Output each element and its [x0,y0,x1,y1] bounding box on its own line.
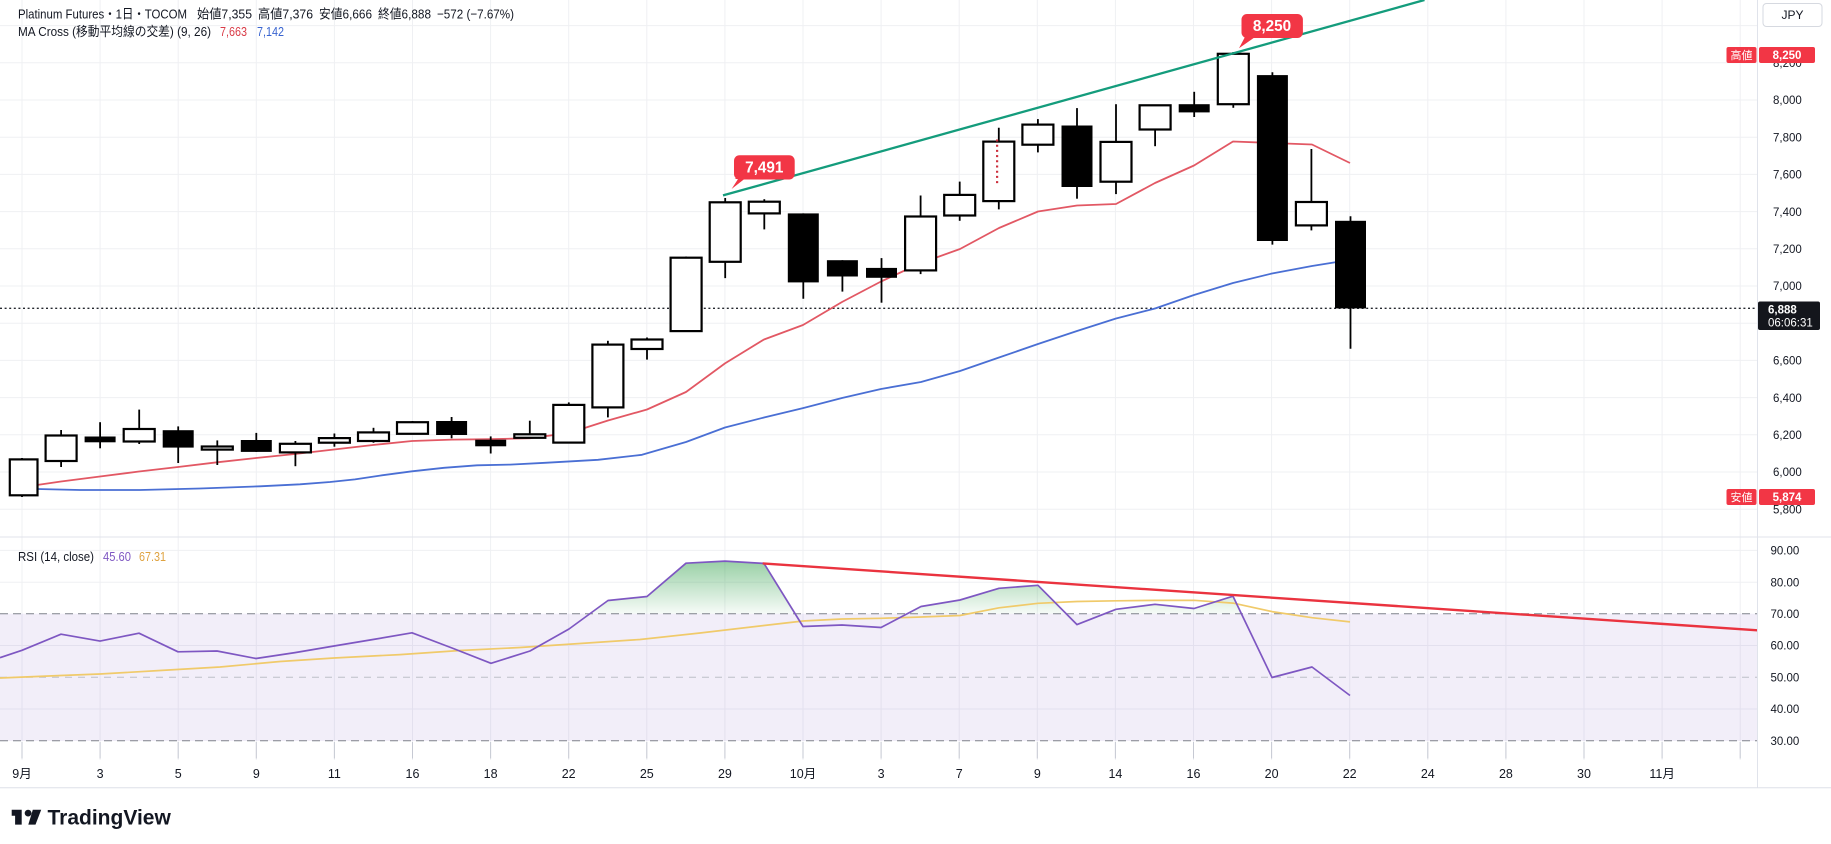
svg-text:11: 11 [328,767,341,781]
svg-text:始値7,355: 始値7,355 [197,7,252,22]
svg-text:45.60: 45.60 [103,549,131,564]
svg-text:6,888: 6,888 [1768,305,1797,317]
svg-text:28: 28 [1499,767,1513,781]
svg-text:14: 14 [1108,767,1122,781]
svg-text:6,000: 6,000 [1773,467,1802,479]
svg-text:7,400: 7,400 [1773,207,1802,219]
svg-text:9: 9 [253,767,260,781]
svg-text:18: 18 [484,767,498,781]
svg-text:60.00: 60.00 [1771,641,1800,653]
svg-text:RSI (14, close): RSI (14, close) [18,549,94,564]
svg-text:9: 9 [1034,767,1041,781]
svg-text:8,250: 8,250 [1253,18,1291,35]
svg-text:7,491: 7,491 [745,159,784,176]
svg-text:安値6,666: 安値6,666 [319,7,372,22]
svg-text:16: 16 [406,767,420,781]
svg-text:20: 20 [1265,767,1279,781]
svg-text:22: 22 [1343,767,1357,781]
svg-text:終値6,888: 終値6,888 [378,7,431,22]
svg-text:70.00: 70.00 [1771,609,1800,621]
svg-text:10月: 10月 [790,767,816,781]
svg-text:6,200: 6,200 [1773,430,1802,442]
svg-text:6,400: 6,400 [1773,393,1802,405]
svg-text:3: 3 [878,767,885,781]
svg-text:5,800: 5,800 [1773,504,1802,516]
svg-text:TradingView: TradingView [48,807,172,830]
svg-text:MA Cross (移動平均線の交差) (9, 26): MA Cross (移動平均線の交差) (9, 26) [18,24,211,39]
svg-text:5: 5 [175,767,182,781]
svg-text:Platinum Futures・1日・TOCOM: Platinum Futures・1日・TOCOM [18,7,187,22]
svg-text:高値: 高値 [1731,48,1753,62]
svg-text:JPY: JPY [1781,8,1803,22]
svg-text:06:06:31: 06:06:31 [1768,318,1813,330]
svg-text:7,600: 7,600 [1773,170,1802,182]
svg-text:40.00: 40.00 [1771,704,1800,716]
svg-text:高値7,376: 高値7,376 [258,7,313,22]
svg-text:8,000: 8,000 [1773,95,1802,107]
svg-text:90.00: 90.00 [1771,546,1800,558]
svg-text:7,800: 7,800 [1773,132,1802,144]
svg-text:9月: 9月 [12,767,31,781]
svg-text:22: 22 [562,767,576,781]
svg-text:30: 30 [1577,767,1591,781]
svg-text:16: 16 [1187,767,1201,781]
svg-text:7,000: 7,000 [1773,281,1802,293]
svg-text:24: 24 [1421,767,1435,781]
svg-text:3: 3 [97,767,104,781]
svg-text:80.00: 80.00 [1771,577,1800,589]
svg-text:−572 (−7.67%): −572 (−7.67%) [437,7,514,22]
svg-text:11月: 11月 [1649,767,1674,781]
svg-text:7: 7 [956,767,963,781]
svg-text:6,600: 6,600 [1773,356,1802,368]
svg-text:8,250: 8,250 [1773,50,1802,62]
svg-text:7,200: 7,200 [1773,244,1802,256]
svg-text:安値: 安値 [1731,490,1753,504]
svg-text:7,142: 7,142 [257,24,284,39]
svg-text:67.31: 67.31 [139,549,166,564]
svg-text:29: 29 [718,767,732,781]
svg-text:30.00: 30.00 [1771,736,1800,748]
svg-text:5,874: 5,874 [1773,492,1802,504]
svg-text:25: 25 [640,767,654,781]
svg-text:7,663: 7,663 [220,24,247,39]
svg-text:50.00: 50.00 [1771,672,1800,684]
